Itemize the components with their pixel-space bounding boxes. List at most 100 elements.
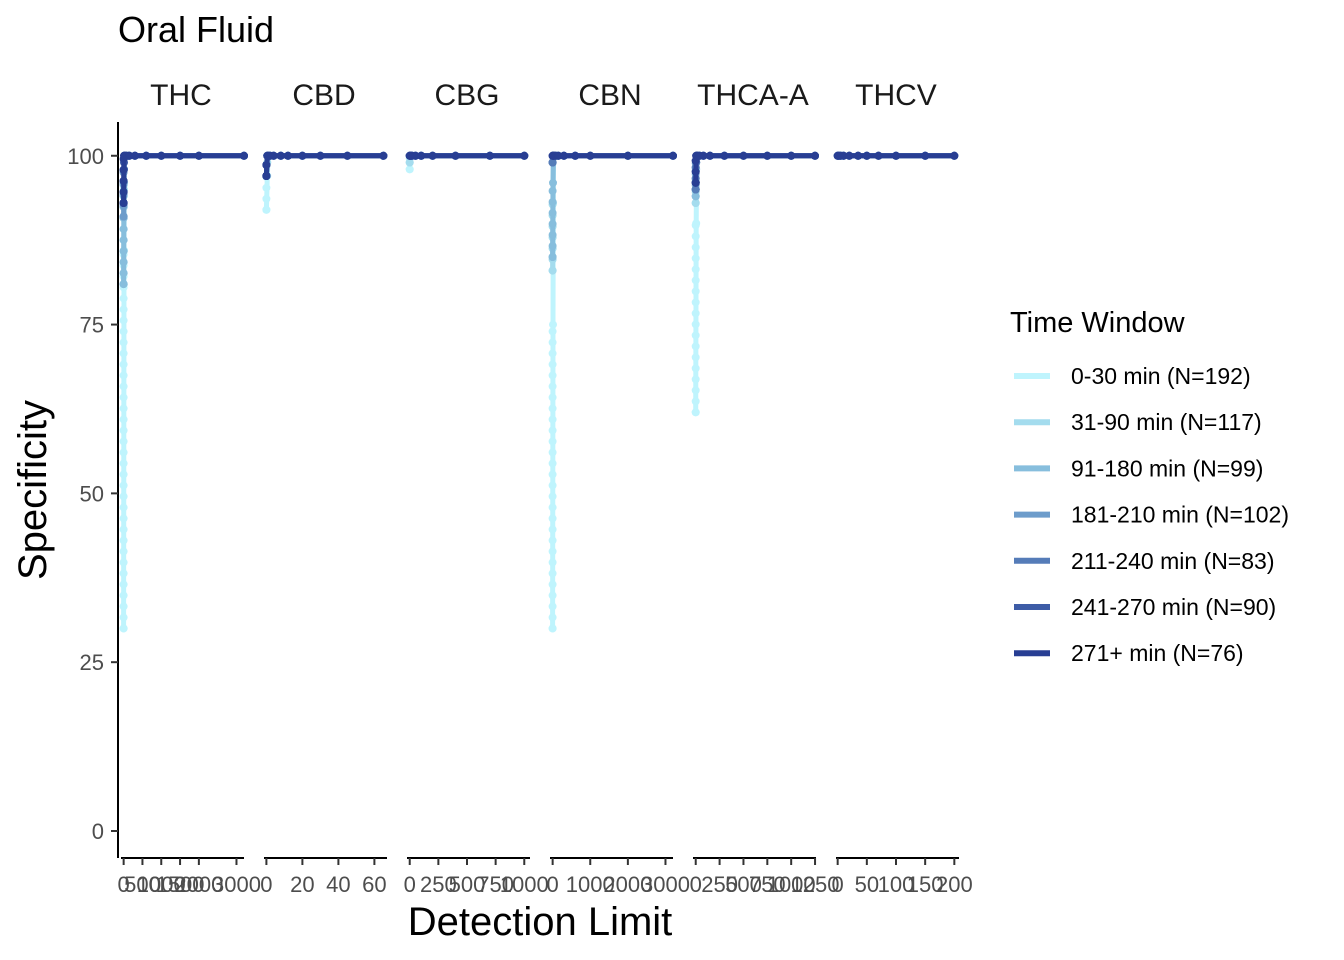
data-point bbox=[119, 415, 128, 424]
data-point bbox=[691, 353, 700, 362]
data-point bbox=[548, 580, 557, 589]
x-tick-label: 0 bbox=[832, 872, 844, 897]
data-point bbox=[548, 360, 557, 369]
y-tick-label: 75 bbox=[80, 313, 104, 338]
data-point bbox=[691, 156, 700, 165]
data-point bbox=[262, 161, 271, 169]
panel-strip-label: CBN bbox=[578, 79, 641, 112]
data-point bbox=[691, 309, 700, 318]
x-tick-label: 500 bbox=[449, 872, 486, 897]
data-point bbox=[874, 151, 883, 160]
data-point bbox=[379, 151, 388, 160]
y-tick-label: 25 bbox=[80, 650, 104, 675]
data-point bbox=[276, 151, 285, 160]
x-tick-label: 60 bbox=[362, 872, 386, 897]
data-point bbox=[811, 151, 819, 160]
data-point bbox=[691, 243, 700, 252]
data-point bbox=[548, 602, 557, 611]
data-point bbox=[284, 151, 292, 160]
data-point bbox=[119, 382, 128, 391]
data-point bbox=[119, 225, 128, 234]
data-point bbox=[119, 514, 128, 523]
data-point bbox=[691, 199, 700, 207]
data-point bbox=[405, 158, 414, 167]
data-point bbox=[548, 459, 557, 468]
data-point bbox=[548, 266, 557, 275]
y-tick-label: 100 bbox=[67, 144, 104, 169]
y-axis: 0 25 50 75 100 bbox=[67, 122, 119, 858]
x-axis-title: Detection Limit bbox=[408, 900, 673, 944]
data-point bbox=[119, 236, 128, 245]
data-point bbox=[691, 254, 700, 263]
series-line bbox=[550, 153, 673, 258]
data-point bbox=[548, 198, 557, 206]
panel-strip-label: CBG bbox=[434, 79, 499, 112]
x-tick-label: 3000 bbox=[212, 872, 261, 897]
data-point bbox=[720, 151, 729, 160]
x-tick-label: 2000 bbox=[174, 872, 223, 897]
series-line bbox=[121, 153, 244, 285]
x-tick-label: 750 bbox=[477, 872, 514, 897]
series-line bbox=[693, 153, 815, 197]
x-tick-label: 100 bbox=[878, 872, 915, 897]
data-point bbox=[119, 258, 128, 267]
x-tick-label: 1250 bbox=[791, 872, 840, 897]
panel-strip-label: THC bbox=[150, 79, 212, 112]
data-point bbox=[548, 569, 557, 578]
legend-entry-label: 241-270 min (N=90) bbox=[1071, 594, 1276, 620]
data-point bbox=[119, 327, 128, 336]
series-line bbox=[263, 153, 384, 177]
data-point bbox=[262, 183, 271, 192]
data-point bbox=[119, 155, 128, 163]
data-point bbox=[119, 624, 128, 633]
data-point bbox=[548, 415, 557, 424]
data-point bbox=[763, 151, 772, 160]
data-point bbox=[119, 294, 128, 303]
legend-entry-label: 0-30 min (N=192) bbox=[1071, 363, 1251, 389]
data-point bbox=[548, 624, 557, 633]
y-tick-label: 50 bbox=[80, 481, 104, 506]
data-point bbox=[669, 151, 677, 160]
data-point bbox=[142, 151, 151, 160]
data-point bbox=[119, 338, 128, 347]
series-line bbox=[693, 153, 815, 413]
x-tick-label: 250 bbox=[701, 872, 738, 897]
data-point bbox=[571, 151, 580, 160]
series-line bbox=[263, 153, 384, 177]
data-point bbox=[119, 591, 128, 600]
data-point bbox=[485, 151, 494, 160]
x-tick-label: 250 bbox=[420, 872, 457, 897]
data-point bbox=[119, 602, 128, 611]
data-point bbox=[119, 525, 128, 534]
data-point bbox=[548, 253, 557, 261]
series-line bbox=[693, 153, 815, 190]
data-point bbox=[119, 437, 128, 446]
x-tick-label: 1000 bbox=[137, 872, 186, 897]
data-point bbox=[119, 580, 128, 589]
legend: Time Window 0-30 min (N=192) 31-90 min (N… bbox=[1010, 307, 1289, 666]
series-line bbox=[550, 153, 673, 271]
data-point bbox=[119, 470, 128, 479]
data-point bbox=[119, 426, 128, 435]
data-point bbox=[623, 151, 632, 160]
data-point bbox=[548, 591, 557, 600]
x-tick-label: 1500 bbox=[156, 872, 205, 897]
data-point bbox=[691, 342, 700, 351]
data-point bbox=[559, 151, 568, 160]
data-point bbox=[548, 525, 557, 534]
data-point bbox=[119, 536, 128, 545]
data-point bbox=[548, 338, 557, 347]
data-point bbox=[194, 151, 203, 160]
panel-strip-label: THCV bbox=[855, 79, 937, 112]
data-point bbox=[548, 242, 557, 250]
data-point bbox=[691, 375, 700, 384]
data-point bbox=[428, 151, 437, 160]
data-point bbox=[119, 360, 128, 369]
data-point bbox=[262, 172, 271, 180]
series-line bbox=[263, 153, 384, 177]
x-tick-label: 500 bbox=[725, 872, 762, 897]
series-line bbox=[693, 153, 815, 204]
